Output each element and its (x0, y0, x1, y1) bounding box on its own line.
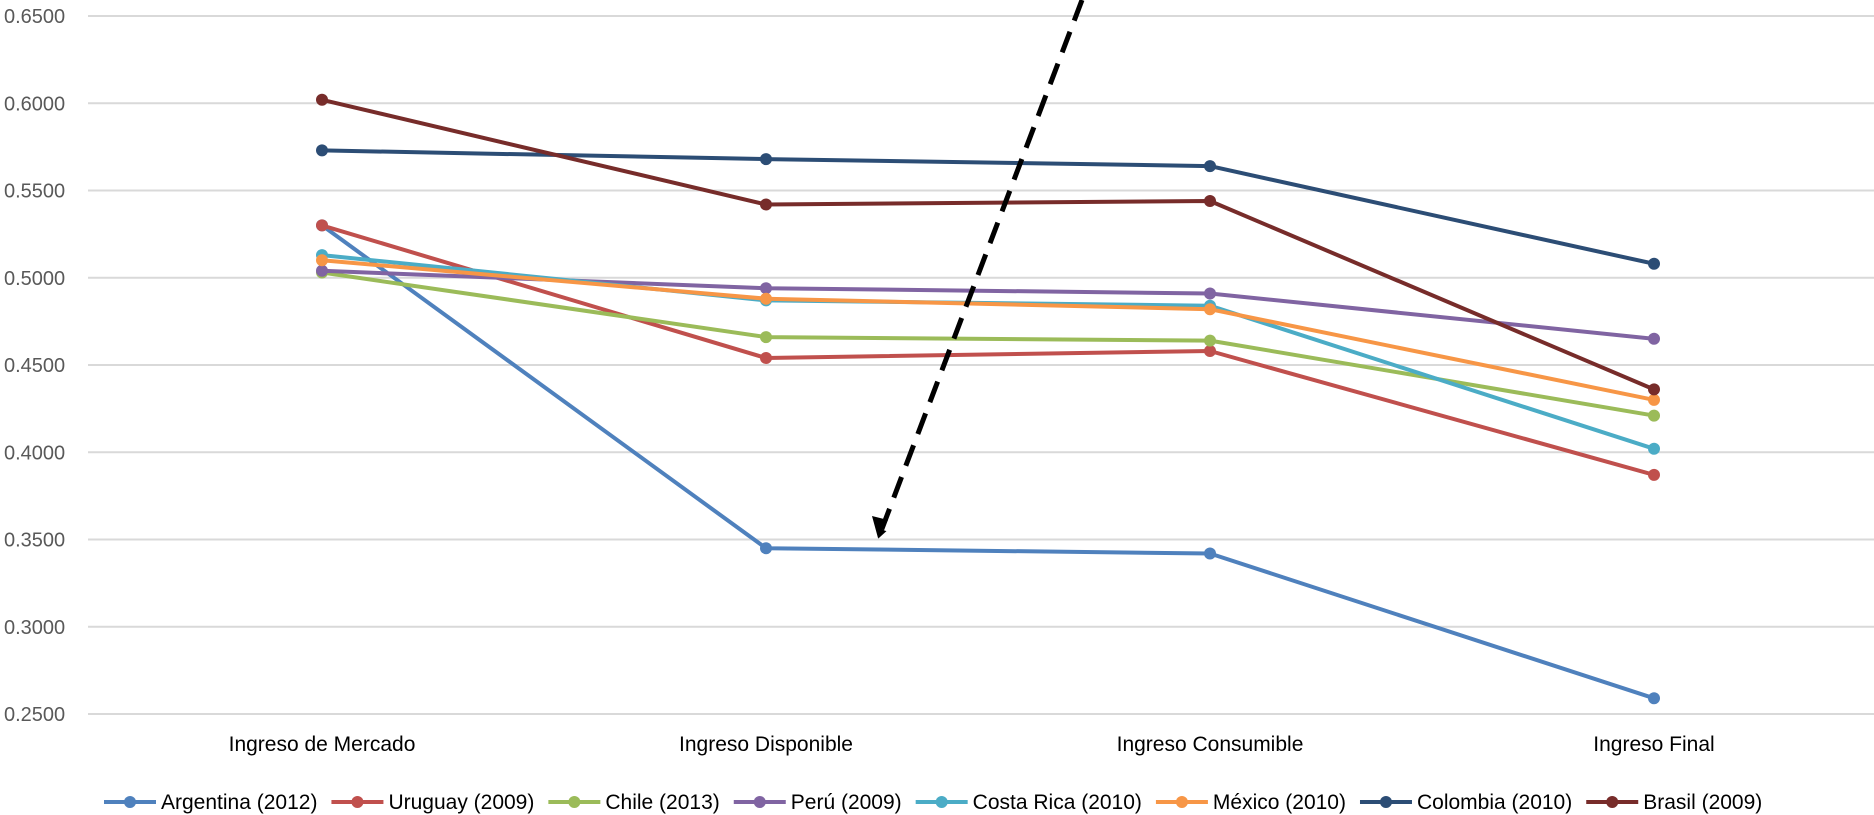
legend-item: Chile (2013) (548, 791, 720, 814)
legend-item: Argentina (2012) (104, 791, 317, 814)
legend-swatch-marker (124, 796, 136, 808)
data-point (760, 331, 772, 344)
series-line (320, 258, 1656, 402)
legend: Argentina (2012) Uruguay (2009) Chile (201… (104, 791, 1762, 814)
legend-label: Perú (2009) (791, 791, 902, 814)
data-point (316, 93, 328, 106)
data-point (1648, 393, 1660, 406)
data-point (1648, 442, 1660, 455)
legend-swatch-marker (935, 796, 948, 808)
series-m-xico-2010 (316, 254, 1660, 406)
series-line (320, 223, 1656, 701)
data-point (1648, 468, 1660, 481)
legend-swatch-marker (568, 796, 581, 808)
data-point (1648, 692, 1660, 705)
y-tick-label: 0.3000 (4, 617, 65, 639)
data-point (760, 292, 772, 305)
legend-label: Costa Rica (2010) (973, 791, 1142, 814)
data-point (760, 198, 772, 211)
data-point (1204, 303, 1216, 316)
data-point (1648, 332, 1660, 345)
data-point (316, 219, 328, 232)
legend-swatch-marker (1379, 796, 1392, 808)
y-tick-label: 0.3500 (4, 530, 65, 552)
legend-item: Perú (2009) (733, 791, 902, 814)
x-tick-label: Ingreso de Mercado (229, 733, 416, 756)
y-tick-label: 0.2500 (4, 704, 65, 726)
data-point (1204, 287, 1216, 300)
legend-item: Costa Rica (2010) (915, 791, 1142, 814)
y-tick-label: 0.5000 (4, 268, 65, 290)
data-point (760, 542, 772, 555)
series-uruguay-2009 (316, 219, 1660, 481)
legend-item: México (2010) (1155, 791, 1346, 814)
data-point (1204, 547, 1216, 560)
data-point (316, 264, 328, 277)
legend-label: México (2010) (1213, 791, 1346, 814)
legend-item: Uruguay (2009) (331, 791, 534, 814)
y-axis: 0.2500 0.3000 0.3500 0.4000 0.4500 0.5000 0.55… (4, 6, 65, 726)
legend-label: Uruguay (2009) (388, 791, 534, 814)
data-point (1204, 345, 1216, 357)
series-colombia-2010 (316, 144, 1660, 270)
series-line (320, 97, 1656, 392)
legend-label: Chile (2013) (605, 791, 719, 814)
data-point (1648, 257, 1660, 270)
x-axis: Ingreso de Mercado Ingreso Disponible Ingr… (229, 733, 1715, 756)
data-point (1648, 409, 1660, 422)
data-point (760, 352, 772, 364)
y-tick-label: 0.4000 (4, 442, 65, 464)
dashed-arrow-line (877, 0, 1085, 539)
data-point (316, 254, 328, 267)
data-point (760, 153, 772, 166)
series-line (320, 270, 1656, 418)
y-tick-label: 0.6500 (4, 6, 65, 28)
legend-item: Brasil (2009) (1586, 791, 1762, 814)
legend-swatch-marker (753, 796, 766, 808)
series-line (320, 148, 1656, 266)
y-tick-label: 0.6000 (4, 93, 65, 115)
arrow-tip (872, 516, 888, 538)
legend-label: Brasil (2009) (1643, 791, 1762, 814)
gridlines (88, 15, 1874, 715)
legend-swatch-marker (1175, 796, 1188, 808)
series-line (320, 223, 1656, 477)
y-tick-label: 0.5500 (4, 181, 65, 203)
legend-label: Colombia (2010) (1417, 791, 1572, 814)
legend-swatch-marker (1606, 796, 1619, 808)
legend-item: Colombia (2010) (1359, 791, 1572, 814)
data-point (760, 282, 772, 295)
data-point (316, 144, 328, 157)
series-group (316, 93, 1660, 705)
x-tick-label: Ingreso Disponible (679, 733, 853, 756)
y-tick-label: 0.4500 (4, 355, 65, 377)
data-point (1648, 383, 1660, 396)
legend-swatch-marker (351, 796, 364, 808)
x-tick-label: Ingreso Consumible (1117, 733, 1304, 756)
data-point (1204, 195, 1216, 207)
data-point (1204, 160, 1216, 173)
legend-label: Argentina (2012) (161, 791, 317, 814)
data-point (1204, 334, 1216, 347)
x-tick-label: Ingreso Final (1593, 733, 1714, 756)
annotation-arrow (872, 0, 1085, 539)
series-brasil-2009 (316, 93, 1660, 396)
